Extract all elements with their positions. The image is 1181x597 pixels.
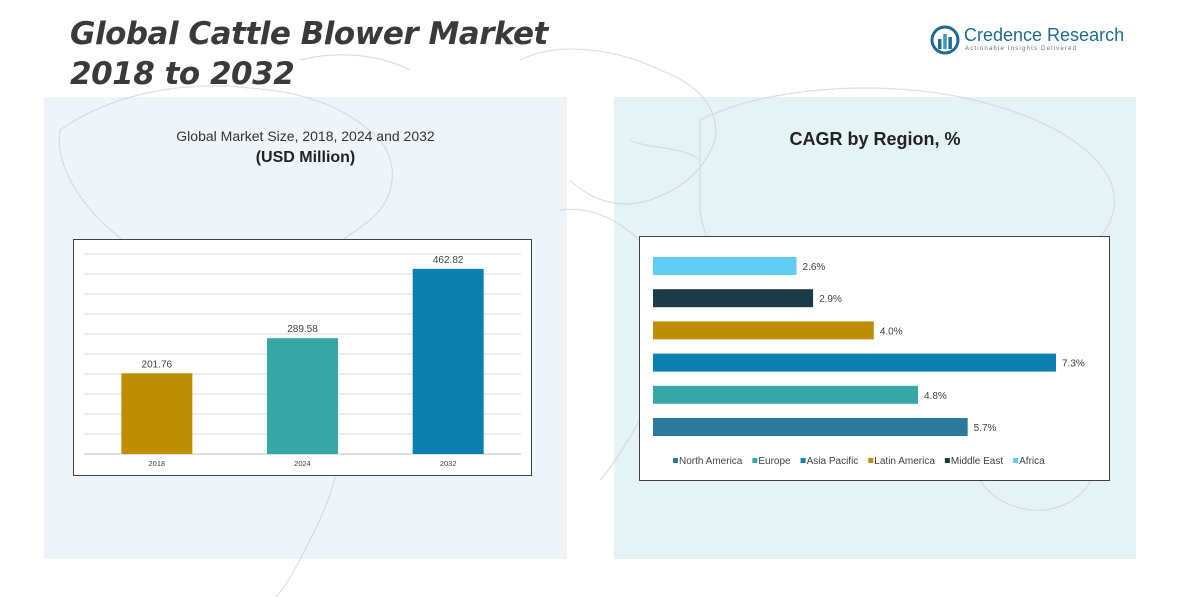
- market-size-chart-svg: 201.76 2018 289.58 2024 462.82 2032: [84, 253, 521, 468]
- legend-swatch-latin-america: [868, 458, 874, 463]
- x-tick-label-2032: 2032: [440, 459, 457, 468]
- page-title-line2: 2018 to 2032: [70, 56, 295, 92]
- market-size-chart: 201.76 2018 289.58 2024 462.82 2032: [73, 239, 532, 476]
- data-label-asia-pacific: 7.3%: [1062, 359, 1085, 370]
- data-label-africa: 2.6%: [803, 262, 826, 273]
- legend-swatch-europe: [752, 458, 758, 463]
- bar-north-america: [653, 418, 968, 436]
- data-label-middle-east: 2.9%: [819, 294, 842, 305]
- data-label-2018: 201.76: [142, 359, 173, 370]
- legend-label-north-america: North America: [679, 456, 743, 467]
- data-label-europe: 4.8%: [924, 391, 947, 402]
- legend-label-asia-pacific: Asia Pacific: [807, 456, 859, 467]
- market-size-chart-title: Global Market Size, 2018, 2024 and 2032: [176, 128, 435, 144]
- bar-2032: [412, 268, 484, 454]
- bar-2024: [267, 338, 338, 454]
- logo-mark-icon: [930, 25, 960, 55]
- legend-label-latin-america: Latin America: [874, 456, 935, 467]
- legend-swatch-africa: [1013, 458, 1019, 463]
- legend-label-middle-east: Middle East: [951, 456, 1003, 467]
- legend-swatch-asia-pacific: [800, 458, 806, 463]
- bar-2018: [121, 373, 193, 454]
- data-label-2032: 462.82: [433, 255, 464, 266]
- legend-label-europe: Europe: [758, 456, 791, 467]
- data-label-latin-america: 4.0%: [880, 326, 903, 337]
- bar-latin-america: [653, 321, 874, 340]
- bar-europe: [653, 385, 918, 404]
- bar-middle-east: [653, 289, 814, 308]
- page-title-line1: Global Cattle Blower Market: [70, 16, 548, 52]
- market-size-chart-unit: (USD Million): [255, 149, 356, 166]
- x-tick-label-2018: 2018: [148, 459, 165, 468]
- cagr-chart: 2.6% 2.9% 4.0% 7.3% 4.8% 5.7% North America Eur…: [639, 236, 1110, 481]
- credence-research-logo[interactable]: Credence Research Actionable Insights De…: [930, 24, 1130, 60]
- bar-africa: [653, 257, 797, 275]
- logo-name: Credence Research: [964, 25, 1125, 45]
- legend-swatch-north-america: [673, 458, 678, 463]
- logo-tagline: Actionable Insights Delivered: [965, 46, 1078, 52]
- x-tick-label-2024: 2024: [294, 459, 311, 468]
- bar-asia-pacific: [653, 353, 1056, 372]
- data-label-north-america: 5.7%: [974, 423, 997, 434]
- legend-swatch-middle-east: [944, 458, 950, 463]
- cagr-chart-title: CAGR by Region, %: [789, 129, 961, 149]
- data-label-2024: 289.58: [287, 324, 318, 335]
- cagr-chart-svg: 2.6% 2.9% 4.0% 7.3% 4.8% 5.7% North America Eur…: [653, 257, 1085, 467]
- page-title: Global Cattle Blower Market 2018 to 2032: [70, 14, 548, 94]
- legend-label-africa: Africa: [1019, 456, 1045, 467]
